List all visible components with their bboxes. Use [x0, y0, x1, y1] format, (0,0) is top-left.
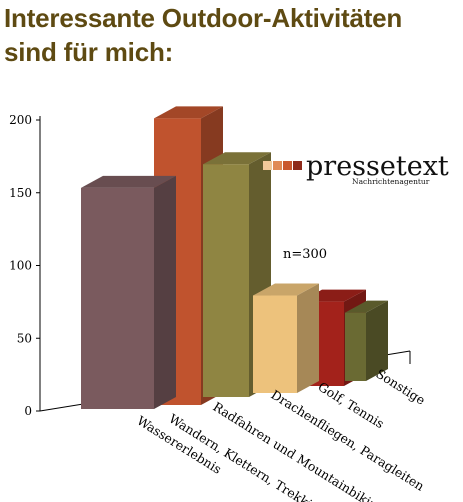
- bar-front: [203, 164, 249, 397]
- logo-square: [293, 161, 302, 170]
- y-tick-label: 150: [9, 186, 32, 200]
- logo-square: [273, 161, 282, 170]
- y-tick-label: 0: [24, 404, 32, 418]
- chart-title-line-2: sind für mich:: [4, 37, 174, 67]
- bar-top: [81, 175, 176, 188]
- bar-top: [345, 300, 388, 313]
- y-tick-label: 50: [17, 331, 32, 345]
- logo-text: pressetext: [306, 151, 449, 182]
- y-tick-label: 200: [9, 113, 32, 127]
- sample-size-annotation: n=300: [283, 247, 327, 262]
- y-tick-label: 100: [9, 259, 32, 273]
- logo-subtext: Nachrichtenagentur: [352, 177, 430, 186]
- bar-front: [345, 312, 366, 381]
- bar-front: [81, 187, 154, 409]
- bar-front: [253, 295, 297, 393]
- chart-title-line-1: Interessante Outdoor-Aktivitäten: [4, 3, 403, 33]
- bar: [81, 175, 176, 409]
- chart-title: Interessante Outdoor-Aktivitäten sind fü…: [4, 1, 402, 69]
- x-tick-label: Sonstige: [373, 366, 428, 408]
- bar: [345, 300, 388, 381]
- bar-top: [253, 283, 319, 296]
- logo-square: [283, 161, 292, 170]
- bar-side: [297, 283, 319, 393]
- bar: [253, 283, 319, 393]
- bar-top: [203, 152, 271, 165]
- bar-top: [154, 106, 223, 119]
- bar-side: [366, 300, 388, 381]
- bar-side: [154, 175, 176, 409]
- logo-square: [263, 161, 272, 170]
